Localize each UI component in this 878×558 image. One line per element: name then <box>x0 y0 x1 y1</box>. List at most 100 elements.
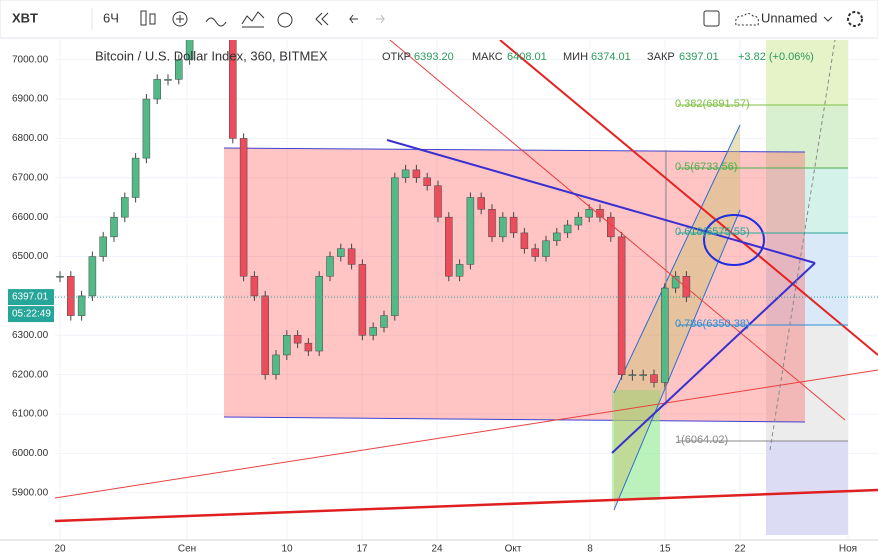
ohlc-label: ОТКР <box>382 51 411 63</box>
x-tick-label: 17 <box>356 544 368 555</box>
candle <box>88 256 97 297</box>
interval[interactable]: 6Ч <box>103 10 119 25</box>
rectangle-drawing[interactable] <box>224 148 805 422</box>
candle <box>563 224 572 234</box>
candle <box>596 209 604 218</box>
ohlc-change: +3.82 (+0.06%) <box>738 51 814 63</box>
candle <box>153 79 161 100</box>
fullscreen-button[interactable] <box>703 10 720 27</box>
ohlc-value: 6408.01 <box>507 51 547 63</box>
candle <box>639 374 647 376</box>
toolbar: XBT 6Ч Unnamed <box>0 0 878 39</box>
candles <box>56 40 691 388</box>
toolbar-bg <box>0 0 878 39</box>
last-price-label: 6397.01 <box>12 292 49 303</box>
fib-band <box>766 105 848 168</box>
candle <box>585 209 593 218</box>
candle <box>110 216 118 238</box>
candle <box>455 264 464 277</box>
candle <box>229 40 237 139</box>
candle <box>477 197 485 210</box>
candle <box>445 216 453 277</box>
candle <box>682 275 691 298</box>
redo-button[interactable] <box>376 14 385 24</box>
fib-label: 0.786(6350.38) <box>675 318 750 330</box>
x-tick-label: Окт <box>505 544 522 555</box>
layout-dropdown[interactable] <box>823 16 833 22</box>
channel-line[interactable] <box>613 209 741 511</box>
x-tick-label: 15 <box>659 544 671 555</box>
trend-line[interactable] <box>611 262 816 454</box>
x-tick-label: 20 <box>54 544 66 555</box>
y-tick-label: 5900.00 <box>12 487 49 498</box>
compare-button[interactable] <box>205 17 227 27</box>
candle <box>434 185 442 218</box>
ellipse[interactable] <box>703 214 765 266</box>
candle <box>175 59 183 80</box>
fib-label: 0.5(6733.56) <box>675 161 737 173</box>
x-tick-label: Сен <box>178 544 196 555</box>
ohlc-label: МАКС <box>472 51 503 63</box>
countdown-box <box>8 306 54 323</box>
channel-fill[interactable] <box>614 125 740 510</box>
ohlc-label: ЗАКР <box>647 51 675 63</box>
settings-button[interactable] <box>847 11 863 27</box>
symbol[interactable]: XBT <box>12 10 38 25</box>
candle <box>121 197 129 218</box>
candle <box>283 335 291 356</box>
candle <box>131 157 140 198</box>
candles-button[interactable] <box>140 10 156 26</box>
trend-line[interactable] <box>386 139 816 264</box>
trend-line[interactable] <box>55 369 878 499</box>
candle <box>412 169 421 179</box>
ohlc-value: 6397.01 <box>679 51 719 63</box>
candle <box>164 79 172 81</box>
y-tick-label: 7000.00 <box>12 54 49 65</box>
alert-button[interactable] <box>277 12 293 28</box>
ohlc-label: МИН <box>563 51 588 63</box>
y-tick-label: 6500.00 <box>12 251 49 262</box>
x-tick-label: 24 <box>431 544 443 555</box>
candle <box>380 315 388 328</box>
layout-name[interactable]: Unnamed <box>761 10 817 25</box>
rect-edge <box>223 416 806 423</box>
candle <box>466 197 475 265</box>
x-tick-label: 8 <box>587 544 593 555</box>
ohlc-value: 6374.01 <box>591 51 631 63</box>
y-tick-label: 6800.00 <box>12 133 49 144</box>
indicators-button[interactable] <box>172 11 188 27</box>
undo-button[interactable] <box>349 14 358 24</box>
trend-line[interactable] <box>499 40 878 356</box>
candle <box>650 374 658 383</box>
fib-band <box>766 40 848 105</box>
y-tick-label: 6200.00 <box>12 369 49 380</box>
candle <box>239 138 248 277</box>
candle <box>628 374 637 376</box>
projection-line[interactable] <box>769 40 836 451</box>
candle <box>499 216 507 238</box>
candle <box>542 240 550 257</box>
candle <box>304 342 313 352</box>
y-tick-label: 6300.00 <box>12 330 49 341</box>
templates-button[interactable] <box>241 11 265 28</box>
y-tick-label: 6700.00 <box>12 172 49 183</box>
trend-line[interactable] <box>55 488 878 523</box>
candle <box>401 169 410 179</box>
candle <box>185 40 194 60</box>
ohlc-value: 6393.20 <box>414 51 454 63</box>
candle <box>347 248 356 265</box>
candle <box>520 232 529 249</box>
candle <box>272 354 280 375</box>
channel-line[interactable] <box>613 124 741 394</box>
fib-band <box>766 168 848 233</box>
replay-button[interactable] <box>315 12 329 26</box>
fib-levels: 0.382(6891.57) 0.5(6733.56) 0.618(6575.55)… <box>675 98 848 446</box>
trend-line[interactable] <box>389 40 846 421</box>
candle <box>326 256 334 277</box>
x-tick-label: 22 <box>734 544 746 555</box>
candle <box>337 248 345 257</box>
plot: 0.382(6891.57) 0.5(6733.56) 0.618(6575.55)… <box>55 40 878 540</box>
candle <box>358 264 367 336</box>
candle <box>531 248 539 257</box>
